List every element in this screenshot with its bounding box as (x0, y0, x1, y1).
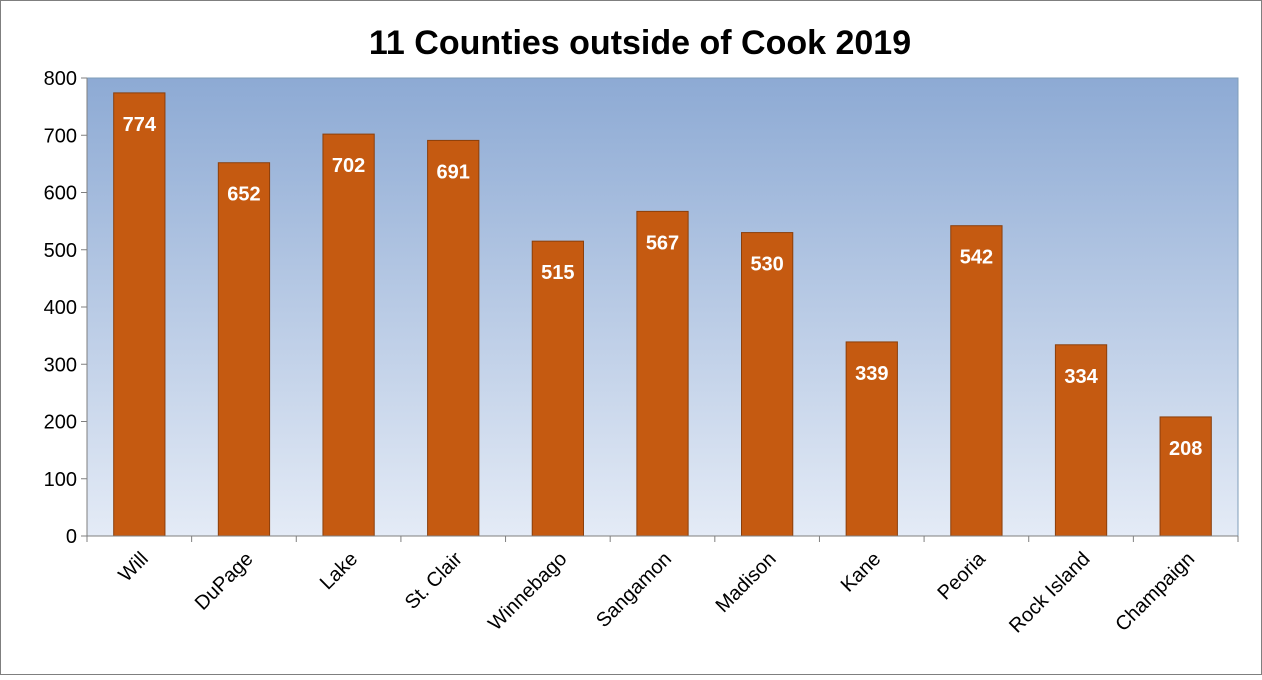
y-tick-label: 300 (44, 354, 77, 376)
data-label: 567 (646, 232, 679, 254)
bar (217, 162, 271, 537)
y-tick-label: 400 (44, 297, 77, 319)
bar (741, 232, 794, 537)
bars (113, 92, 1212, 537)
data-label: 691 (437, 161, 470, 183)
bar (427, 139, 480, 537)
y-tick-label: 800 (44, 68, 77, 90)
data-label: 652 (227, 184, 260, 206)
y-tick-label: 100 (44, 469, 77, 491)
bar (845, 341, 898, 537)
y-tick-label: 0 (66, 526, 77, 548)
data-label: 702 (332, 155, 365, 177)
bar (322, 133, 375, 537)
bar (636, 210, 689, 537)
bar (950, 225, 1003, 537)
data-label: 774 (123, 114, 157, 136)
data-labels: 774 652 702 691 515 567 530 339 542 334 208 (123, 114, 1203, 460)
y-axis: 0 100 200 300 400 500 600 700 800 (44, 68, 88, 548)
y-tick-label: 700 (44, 125, 77, 147)
bar (531, 240, 584, 537)
bar (113, 92, 166, 537)
data-label: 339 (855, 363, 888, 385)
data-label: 530 (750, 254, 783, 276)
data-label: 334 (1064, 366, 1098, 388)
data-label: 515 (541, 262, 574, 284)
y-tick-label: 200 (44, 412, 77, 434)
y-tick-label: 600 (44, 183, 77, 205)
data-label: 208 (1169, 438, 1202, 460)
bar (1159, 416, 1212, 537)
data-label: 542 (960, 247, 993, 269)
bar (1054, 344, 1108, 537)
y-tick-label: 500 (44, 240, 77, 262)
chart-title: 11 Counties outside of Cook 2019 (369, 24, 911, 62)
